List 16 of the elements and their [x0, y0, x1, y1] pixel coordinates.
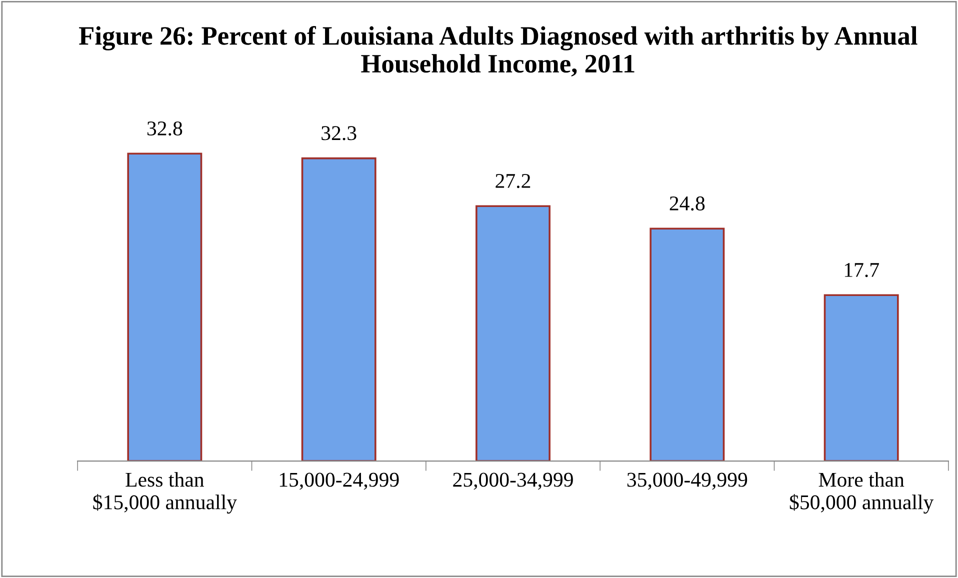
data-label: 32.8	[147, 121, 182, 136]
bar	[476, 205, 550, 462]
bar	[127, 152, 202, 462]
x-tick-label: More than $50,000 annually	[790, 472, 934, 514]
data-label: 27.2	[496, 174, 530, 188]
x-tick-label: 35,000-49,999	[627, 472, 748, 490]
bar	[824, 294, 899, 462]
bar	[301, 157, 376, 462]
bar	[650, 228, 725, 462]
x-tick-label: Less than $15,000 annually	[93, 472, 237, 514]
chart-title: Figure 26: Percent of Louisiana Adults Diagnosed with arthritis by Annual Household Income, 2011	[79, 26, 918, 76]
data-label: 32.3	[322, 126, 356, 140]
x-tick-label: 25,000-34,999	[453, 472, 573, 490]
data-label: 24.8	[670, 196, 705, 211]
data-label: 17.7	[844, 263, 879, 278]
x-tick-label: 15,000-24,999	[280, 472, 399, 490]
